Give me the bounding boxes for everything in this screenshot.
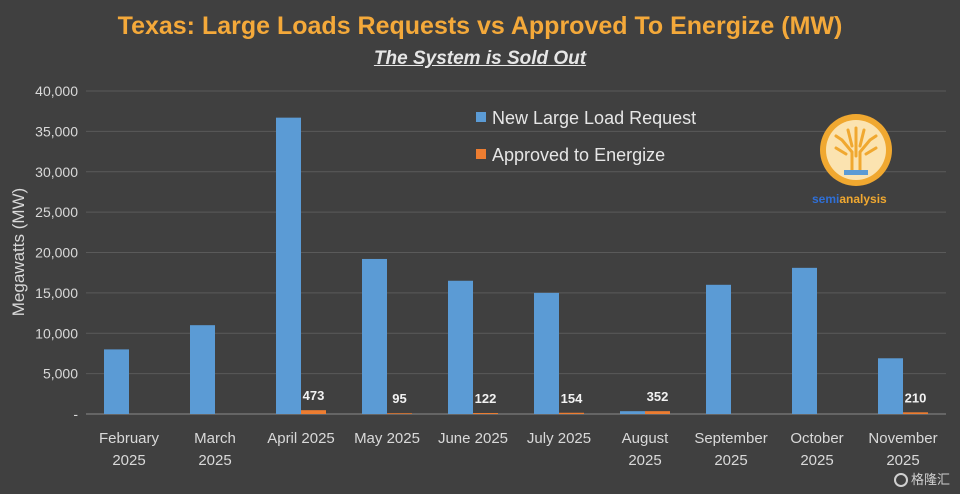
bar-approved (559, 412, 584, 414)
x-tick-label-line: July 2025 (527, 430, 591, 447)
bar-approved (301, 410, 326, 414)
legend-label-approved: Approved to Energize (492, 145, 665, 165)
x-tick-label-line: May 2025 (354, 430, 420, 447)
bar-request (792, 267, 817, 414)
bars: 473 95 122 154 352 210 (104, 117, 928, 415)
x-axis: February 2025 March 2025 April 2025 May 2025 J… (99, 430, 938, 469)
bar-request (706, 284, 731, 414)
x-tick-label-line: August (622, 430, 670, 447)
data-label-approved: 210 (905, 390, 927, 405)
bar-request (620, 411, 645, 414)
x-tick-label-line: June 2025 (438, 430, 508, 447)
x-tick-label: November 2025 (868, 430, 937, 469)
x-tick-label-line: 2025 (112, 452, 145, 469)
logo-text: semianalysis (812, 192, 887, 206)
bar-approved (645, 411, 670, 414)
bar-request (362, 258, 387, 414)
x-tick-label: October 2025 (790, 430, 843, 469)
x-tick-label-line: 2025 (628, 452, 661, 469)
bar-request (878, 358, 903, 414)
data-label-approved: 122 (475, 391, 497, 406)
y-axis: - 5,000 10,000 15,000 20,000 25,000 30,000 35,0… (35, 83, 78, 422)
bar-request (104, 349, 129, 414)
y-tick-label: 40,000 (35, 83, 78, 99)
x-tick-label-line: November (868, 430, 937, 447)
x-tick-label: June 2025 (438, 430, 508, 447)
x-tick-label: May 2025 (354, 430, 420, 447)
x-tick-label: September 2025 (694, 430, 767, 469)
bar-request (534, 292, 559, 414)
x-tick-label-line: October (790, 430, 843, 447)
bar-request (448, 280, 473, 414)
data-label-approved: 352 (647, 389, 669, 404)
y-tick-label: 30,000 (35, 164, 78, 180)
logo-base (844, 170, 868, 175)
data-label-approved: 95 (392, 391, 406, 406)
x-tick-label: February 2025 (99, 430, 160, 469)
x-tick-label-line: April 2025 (267, 430, 335, 447)
y-tick-label: 35,000 (35, 123, 78, 139)
search-circle-icon (893, 473, 908, 487)
legend: New Large Load Request Approved to Energ… (476, 108, 696, 165)
x-tick-label-line: February (99, 430, 160, 447)
data-label-approved: 473 (303, 388, 325, 403)
x-tick-label-line: 2025 (886, 452, 919, 469)
tree-icon (834, 126, 878, 174)
x-tick-label: August 2025 (622, 430, 670, 469)
bar-approved (903, 412, 928, 414)
x-tick-label-line: 2025 (800, 452, 833, 469)
logo-text-semi: semi (812, 192, 839, 206)
watermark: 格隆汇 (893, 469, 950, 488)
y-tick-label: 10,000 (35, 325, 78, 341)
x-tick-label: July 2025 (527, 430, 591, 447)
bar-approved (473, 413, 498, 414)
legend-swatch-approved (476, 149, 486, 159)
legend-swatch-requests (476, 112, 486, 122)
legend-label-requests: New Large Load Request (492, 108, 696, 128)
watermark-text: 格隆汇 (910, 473, 950, 488)
x-tick-label-line: March (194, 430, 236, 447)
bar-request (190, 325, 215, 414)
x-tick-label-line: September (694, 430, 767, 447)
bar-request (276, 117, 301, 415)
chart-title: Texas: Large Loads Requests vs Approved … (117, 12, 843, 40)
x-tick-label: April 2025 (267, 430, 335, 447)
chart-subtitle: The System is Sold Out (373, 48, 587, 69)
bar-approved (387, 413, 412, 414)
y-axis-label: Megawatts (MW) (9, 188, 28, 316)
semianalysis-logo: semianalysis (812, 114, 892, 206)
data-label-approved: 154 (561, 391, 583, 406)
y-tick-label: 25,000 (35, 204, 78, 220)
logo-text-analysis: analysis (839, 192, 887, 206)
y-tick-label: 20,000 (35, 245, 78, 261)
x-tick-label-line: 2025 (714, 452, 747, 469)
y-tick-label: - (73, 406, 78, 422)
y-tick-label: 15,000 (35, 285, 78, 301)
x-tick-label: March 2025 (194, 430, 236, 469)
x-tick-label-line: 2025 (198, 452, 231, 469)
y-tick-label: 5,000 (43, 366, 78, 382)
